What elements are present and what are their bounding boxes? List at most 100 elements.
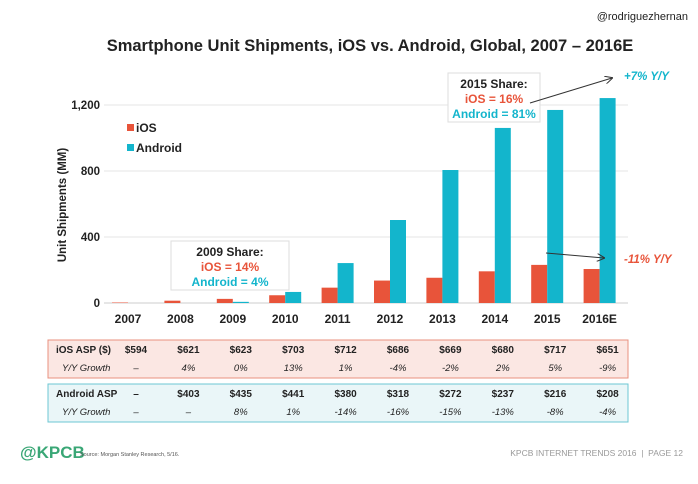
table-cell: -15% [439,407,462,418]
x-tick-label: 2016E [582,312,617,326]
table-cell: -8% [547,407,564,418]
table-row-label: Android ASP [56,389,118,400]
bar-ios-2009 [216,298,233,303]
legend-label-android: Android [136,141,182,155]
share-2015-title: 2015 Share: [460,77,527,91]
ios-asp-table: iOS ASP ($) $594 $621 $623 $703 $712 $686 $669 $… [47,339,629,379]
android-growth-label: +7% Y/Y [624,71,670,83]
bar-android-2015 [547,109,564,303]
table-cell: 0% [234,363,248,374]
table-cell: 5% [548,363,562,374]
table-cell: – [132,407,139,418]
legend: iOS Android [127,121,182,155]
bar-ios-2015 [531,264,548,303]
table-cell: $669 [439,345,462,356]
kpcb-logo: @KPCB [20,443,85,462]
table-cell: $680 [492,345,515,356]
y-tick-label: 400 [81,232,100,244]
table-cell: $216 [544,389,567,400]
table-cell: $208 [596,389,619,400]
x-tick-label: 2007 [115,312,142,326]
x-tick-label: 2015 [534,312,561,326]
table-cell: 1% [339,363,353,374]
bar-ios-2014 [478,271,495,303]
bar-android-2013 [442,170,459,303]
legend-swatch-android [127,144,134,151]
table-cell: -14% [335,407,358,418]
table-cell: -13% [492,407,515,418]
table-cell: $441 [282,389,305,400]
source-note: Source: Morgan Stanley Research, 5/16. [80,452,180,458]
arrow-android-growth [529,78,612,104]
bar-ios-2016E [583,269,600,303]
table-cell: $380 [334,389,357,400]
y-tick-label: 1,200 [71,100,100,112]
table-cell: $435 [230,389,253,400]
table-row-label: Y/Y Growth [62,363,110,374]
table-cell: $594 [125,345,148,356]
table-cell: $237 [492,389,515,400]
watermark: @rodriguezhernan [597,11,688,23]
table-cell: $651 [596,345,619,356]
table-cell: 1% [286,407,300,418]
bar-android-2011 [337,263,354,303]
arrow-ios-growth [545,252,604,258]
share-2009-android: Android = 4% [191,275,268,289]
bar-android-2010 [285,291,302,303]
table-cell: -2% [442,363,459,374]
table-cell: $686 [387,345,410,356]
table-cell: – [132,363,139,374]
table-cell: 13% [284,363,304,374]
x-tick-label: 2013 [429,312,456,326]
y-tick-label: 800 [81,166,100,178]
y-tick-label: 0 [94,298,100,310]
table-cell: 8% [234,407,248,418]
annotation-2009-share: 2009 Share: iOS = 14% Android = 4% [170,240,290,291]
table-cell: $703 [282,345,305,356]
android-asp-table: Android ASP – $403 $435 $441 $380 $318 $272 $237… [47,383,629,423]
table-cell: $621 [177,345,200,356]
table-cell: $403 [177,389,200,400]
table-cell: -4% [599,407,616,418]
bar-android-2012 [390,220,406,303]
y-tick-labels: 0 400 800 1,200 [71,100,100,310]
table-cell: $318 [387,389,410,400]
y-axis-label: Unit Shipments (MM) [57,148,69,263]
table-cell: -4% [390,363,407,374]
bar-ios-2010 [269,295,286,303]
legend-swatch-ios [127,124,134,131]
x-tick-label: 2008 [167,312,194,326]
bar-android-2016E [599,98,616,303]
share-2009-title: 2009 Share: [196,245,263,259]
legend-label-ios: iOS [136,121,157,135]
ios-growth-label: -11% Y/Y [624,254,673,266]
share-2009-ios: iOS = 14% [201,260,260,274]
bars [112,98,616,303]
bar-android-2009 [232,301,249,303]
share-2015-ios: iOS = 16% [465,92,524,106]
table-cell: – [185,407,192,418]
x-tick-label: 2009 [219,312,246,326]
bar-ios-2012 [374,280,390,303]
bar-android-2014 [494,127,511,303]
bar-ios-2013 [426,277,443,303]
table-cell: 2% [495,363,510,374]
table-cell: – [133,389,139,400]
share-2015-android: Android = 81% [452,107,536,121]
bar-ios-2008 [164,300,181,303]
annotation-2015-share: 2015 Share: iOS = 16% Android = 81% [447,72,541,123]
x-tick-labels: 2007 2008 2009 2010 2011 2012 2013 2014 2015 2016… [115,312,617,326]
table-row-label: Y/Y Growth [62,407,110,418]
table-cell: -16% [387,407,410,418]
table-cell: $623 [230,345,253,356]
chart-title: Smartphone Unit Shipments, iOS vs. Andro… [107,37,634,55]
table-cell: $717 [544,345,567,356]
table-cell: $272 [439,389,462,400]
x-tick-label: 2014 [481,312,508,326]
bar-ios-2011 [321,287,338,303]
page-footer: KPCB INTERNET TRENDS 2016 | PAGE 12 [510,448,683,458]
table-row-label: iOS ASP ($) [56,345,111,356]
x-tick-label: 2010 [272,312,299,326]
table-cell: 4% [182,363,196,374]
